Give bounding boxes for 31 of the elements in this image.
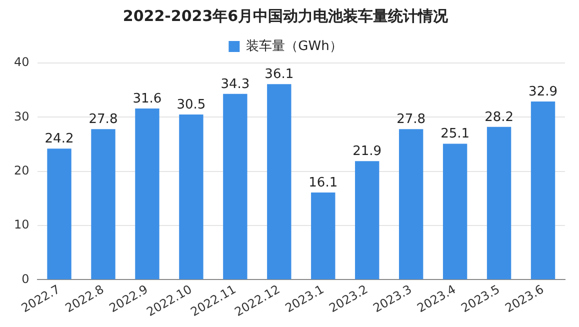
data-label: 34.3 xyxy=(220,76,250,92)
data-label: 31.6 xyxy=(132,91,162,106)
y-tick-label: 20 xyxy=(14,163,30,178)
bar xyxy=(486,126,512,280)
data-label: 24.2 xyxy=(44,131,74,146)
data-label: 32.9 xyxy=(528,84,558,100)
bar xyxy=(442,144,468,280)
data-label: 25.1 xyxy=(440,126,470,142)
data-label: 16.1 xyxy=(308,175,338,190)
bar xyxy=(135,108,160,280)
chart-title: 2022-2023年6月中国动力电池装车量统计情况 xyxy=(122,6,450,25)
bar xyxy=(530,101,556,280)
bar xyxy=(223,94,248,280)
data-label: 27.8 xyxy=(88,112,118,127)
bar xyxy=(91,129,116,280)
data-label: 36.1 xyxy=(264,67,294,82)
y-tick-label: 40 xyxy=(14,55,30,70)
data-label: 27.8 xyxy=(396,112,426,127)
y-tick-label: 30 xyxy=(14,109,30,124)
bar xyxy=(398,129,424,280)
bar xyxy=(355,161,380,280)
legend-label: 装车量（GWh） xyxy=(246,38,342,54)
data-label: 30.5 xyxy=(176,97,206,112)
data-label: 28.2 xyxy=(484,110,514,125)
y-tick-label: 0 xyxy=(22,272,30,286)
bar xyxy=(311,192,336,280)
bar xyxy=(179,114,204,280)
bar xyxy=(47,148,72,280)
y-tick-label: 10 xyxy=(14,218,30,232)
data-label: 21.9 xyxy=(352,144,382,159)
bar xyxy=(267,84,292,280)
